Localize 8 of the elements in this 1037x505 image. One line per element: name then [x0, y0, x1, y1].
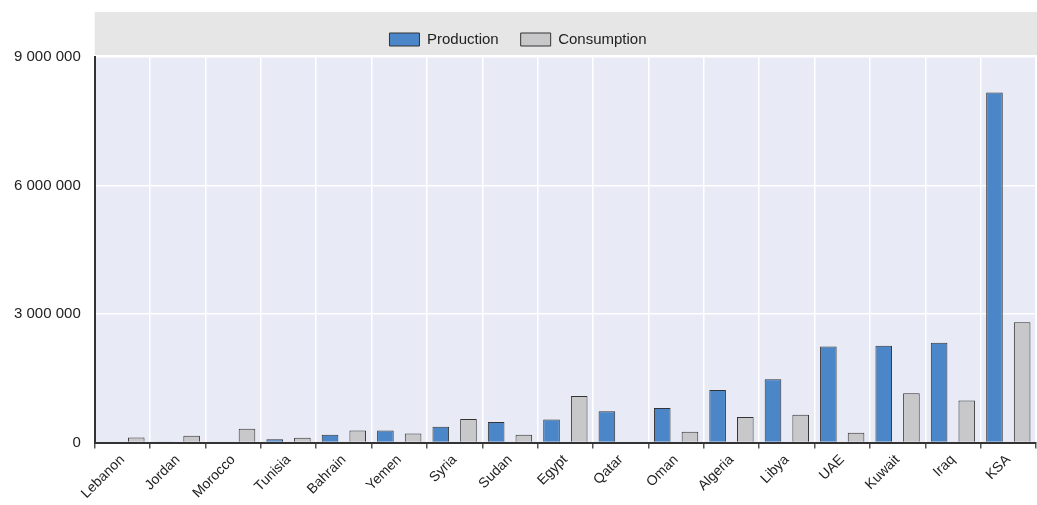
legend-label: Production	[426, 29, 499, 47]
y-tick-label: 3 000 000	[14, 304, 81, 322]
x-tick-label: Iraq	[929, 451, 958, 480]
y-tick-label: 9 000 000	[14, 47, 81, 65]
y-tick-label: 0	[72, 432, 81, 450]
legend-label: Consumption	[558, 29, 647, 47]
y-tick-label: 6 000 000	[14, 175, 81, 193]
x-tick-label: KSA	[982, 450, 1014, 483]
